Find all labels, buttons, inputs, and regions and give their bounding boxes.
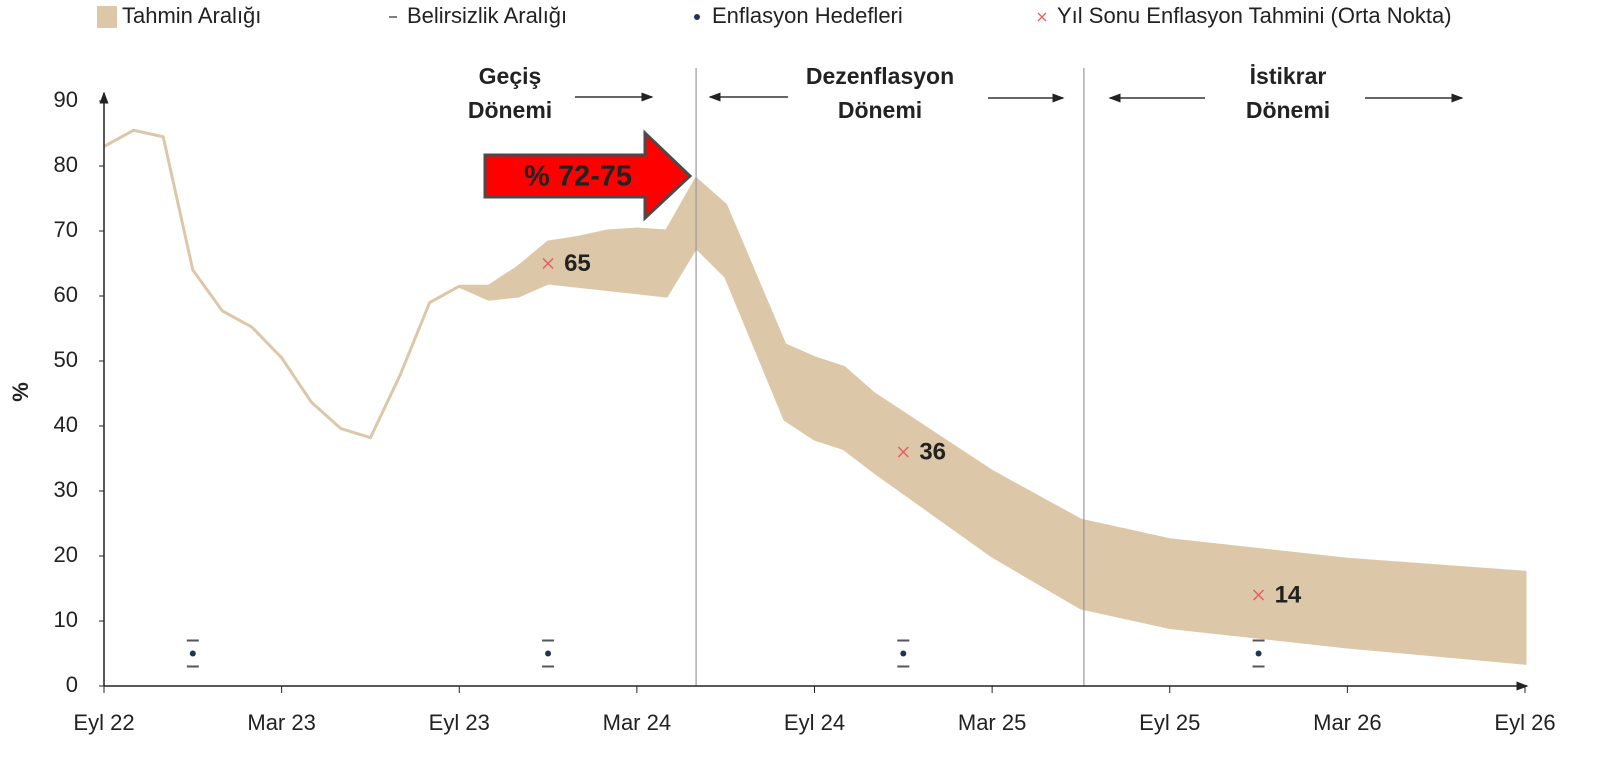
forecast-label: 36	[919, 438, 946, 465]
y-tick-label: 40	[54, 412, 78, 437]
x-tick-label: Eyl 24	[784, 710, 845, 735]
y-tick-label: 70	[54, 217, 78, 242]
y-tick-label: 50	[54, 347, 78, 372]
x-tick-label: Eyl 25	[1139, 710, 1200, 735]
forecast-marker	[897, 446, 909, 458]
x-tick-label: Mar 23	[247, 710, 315, 735]
target-dot	[1255, 650, 1262, 657]
y-tick-label: 60	[54, 282, 78, 307]
y-axis-label: %	[8, 382, 33, 402]
callout-arrow	[483, 129, 693, 222]
y-tick-label: 0	[66, 672, 78, 697]
x-tick-label: Mar 25	[958, 710, 1026, 735]
phase-label: Dönemi	[838, 97, 922, 123]
y-tick-label: 10	[54, 607, 78, 632]
callout-label: % 72-75	[524, 161, 632, 193]
phase-label: Dezenflasyon	[806, 63, 954, 89]
phase-label: Geçiş	[479, 63, 542, 89]
y-tick-label: 30	[54, 477, 78, 502]
x-tick-label: Mar 24	[603, 710, 671, 735]
x-tick-label: Mar 26	[1313, 710, 1381, 735]
y-tick-label: 80	[54, 152, 78, 177]
legend-label: Enflasyon Hedefleri	[712, 3, 903, 28]
y-tick-label: 90	[54, 87, 78, 112]
forecast-marker	[542, 257, 554, 270]
forecast-marker	[1253, 589, 1265, 601]
forecast-label: 14	[1275, 581, 1302, 608]
phase-label: Dönemi	[468, 97, 552, 123]
legend-swatch	[694, 14, 700, 20]
legend-label: Yıl Sonu Enflasyon Tahmini (Orta Nokta)	[1057, 3, 1452, 28]
phase-label: Dönemi	[1246, 97, 1330, 123]
target-dot	[545, 650, 552, 657]
x-tick-label: Eyl 22	[73, 710, 134, 735]
legend-swatch	[97, 6, 117, 28]
phase-arrows	[575, 92, 1464, 103]
forecast-label: 65	[564, 250, 591, 277]
legend-swatch	[1037, 12, 1047, 22]
forecast-band	[103, 128, 1527, 665]
y-tick-label: 20	[54, 542, 78, 567]
x-tick-label: Eyl 23	[429, 710, 490, 735]
legend-label: Belirsizlik Aralığı	[407, 3, 567, 28]
target-dot	[189, 650, 196, 657]
target-dot	[900, 650, 907, 657]
legend-label: Tahmin Aralığı	[122, 3, 261, 28]
x-tick-label: Eyl 26	[1494, 710, 1555, 735]
phase-label: İstikrar	[1250, 63, 1327, 89]
